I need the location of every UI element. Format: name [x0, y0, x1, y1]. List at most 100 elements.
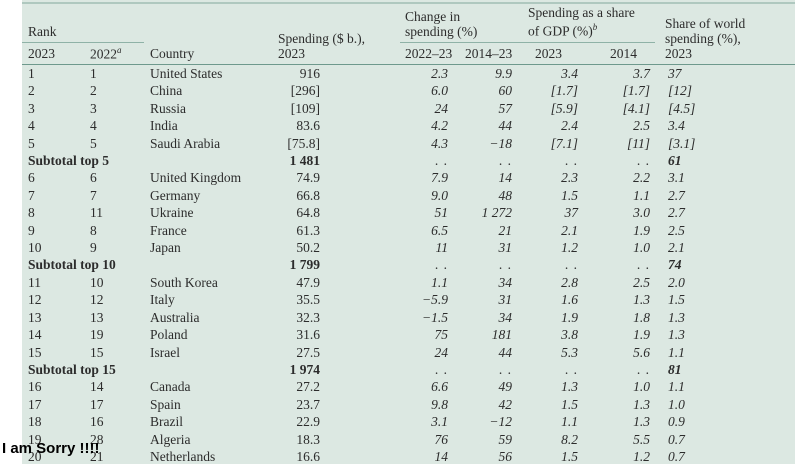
cell-change-2014-23: 181 [491, 327, 513, 343]
cell-rank-2022: 21 [90, 448, 104, 464]
cell-spending: 16.6 [296, 448, 320, 464]
header-rank-2023: 2023 [22, 42, 84, 65]
cell-gdp-2014: 1.1 [633, 187, 651, 203]
cell-change-2014-23: 31 [498, 292, 513, 308]
cell-share-world: 1.1 [668, 379, 685, 395]
cell-gdp-2023: 8.2 [561, 431, 579, 447]
cell-change-2022-23: 24 [434, 344, 449, 360]
cell-spending: 35.5 [296, 292, 320, 308]
cell-rank-2023: 14 [28, 327, 42, 343]
military-spending-table: Rank Country Spending ($ b.), 2023 Chang… [22, 4, 796, 465]
cell-gdp-2023: 1.2 [561, 240, 579, 256]
cell-change-2022-23: . . [434, 361, 448, 377]
cell-rank-2022: 14 [90, 379, 104, 395]
table-row: 13 13 Australia 32.3 −1.5 34 1.9 1.8 1.3 [22, 309, 795, 326]
subtotal-label: Subtotal top 10 [28, 257, 116, 273]
cell-rank-2022: 15 [90, 344, 104, 360]
cell-gdp-2014: [1.7] [622, 83, 651, 99]
table-row: 7 7 Germany 66.8 9.0 48 1.5 1.1 2.7 [22, 187, 795, 204]
cell-change-2022-23: 4.3 [431, 135, 448, 151]
cell-rank-2022: 3 [90, 100, 97, 116]
cell-change-2022-23: 6.6 [431, 379, 448, 395]
cell-change-2014-23: 57 [498, 100, 513, 116]
cell-rank-2022: 12 [90, 292, 104, 308]
cell-gdp-2023: [7.1] [550, 135, 579, 151]
cell-spending: 1 481 [289, 153, 320, 169]
table-row: 18 16 Brazil 22.9 3.1 −12 1.1 1.3 0.9 [22, 413, 795, 430]
cell-gdp-2014: 1.9 [633, 222, 651, 238]
cell-gdp-2023: 2.8 [561, 274, 579, 290]
cell-share-world: 1.0 [668, 396, 685, 412]
cell-change-2014-23: 48 [498, 187, 513, 203]
cell-share-world: 1.3 [668, 327, 685, 343]
cell-gdp-2014: [11] [627, 135, 651, 151]
cell-gdp-2023: 1.5 [561, 448, 579, 464]
cell-share-world: 81 [668, 361, 682, 377]
cell-country: Israel [150, 344, 180, 360]
cell-rank-2022: 8 [90, 222, 97, 238]
table-row: 19 28 Algeria 18.3 76 59 8.2 5.5 0.7 [22, 431, 795, 448]
cell-share-world: 61 [668, 153, 682, 169]
table-row: 8 11 Ukraine 64.8 51 1 272 37 3.0 2.7 [22, 204, 795, 221]
cell-change-2014-23: 21 [498, 222, 513, 238]
table-row: 1 1 United States 916 2.3 9.9 3.4 3.7 37 [22, 65, 795, 83]
cell-change-2022-23: 6.0 [431, 83, 448, 99]
cell-change-2014-23: 1 272 [481, 205, 513, 221]
cell-share-world: [4.5] [668, 100, 696, 116]
cell-country: South Korea [150, 274, 218, 290]
subtotal-row: Subtotal top 5 1 481 . . . . . . . . 61 [22, 152, 795, 169]
cell-gdp-2014: 3.7 [633, 66, 651, 81]
cell-change-2022-23: 11 [435, 240, 449, 256]
cell-change-2014-23: −18 [489, 135, 513, 151]
cell-change-2014-23: 31 [498, 240, 513, 256]
cell-rank-2023: 8 [28, 205, 35, 221]
cell-spending: 74.9 [296, 170, 320, 186]
cell-rank-2022: 10 [90, 274, 104, 290]
cell-share-world: 74 [668, 257, 682, 273]
subtotal-row: Subtotal top 10 1 799 . . . . . . . . 74 [22, 256, 795, 273]
cell-change-2022-23: 4.2 [431, 118, 448, 134]
header-change-2022-23: 2022–23 [400, 42, 460, 65]
cell-gdp-2014: 1.8 [633, 309, 651, 325]
cell-rank-2023: 7 [28, 187, 35, 203]
cell-spending: 18.3 [296, 431, 320, 447]
header-rank-2022: 2022a [84, 42, 144, 65]
cell-rank-2022: 7 [90, 187, 97, 203]
cell-gdp-2014: 1.2 [633, 448, 651, 464]
table-row: 2 2 China [296] 6.0 60 [1.7] [1.7] [12] [22, 82, 795, 99]
cell-spending: 27.2 [296, 379, 320, 395]
cell-change-2022-23: 1.1 [431, 274, 448, 290]
cell-share-world: 2.7 [668, 205, 685, 221]
table-row: 20 21 Netherlands 16.6 14 56 1.5 1.2 0.7 [22, 448, 795, 465]
cell-change-2014-23: 49 [498, 379, 513, 395]
cell-share-world: 3.4 [668, 118, 685, 134]
cell-rank-2023: 15 [28, 344, 42, 360]
cell-change-2014-23: . . [498, 153, 513, 169]
cell-gdp-2023: 1.5 [561, 187, 579, 203]
cell-gdp-2014: 1.0 [633, 379, 651, 395]
cell-rank-2022: 5 [90, 135, 97, 151]
cell-rank-2023: 16 [28, 379, 42, 395]
table-row: 9 8 France 61.3 6.5 21 2.1 1.9 2.5 [22, 222, 795, 239]
header-spending: Spending ($ b.), 2023 [270, 4, 400, 65]
cell-rank-2023: 2 [28, 83, 35, 99]
cell-change-2022-23: 9.0 [431, 187, 448, 203]
cell-change-2014-23: . . [498, 361, 513, 377]
cell-share-world: 37 [668, 66, 682, 81]
cell-change-2014-23: 56 [498, 448, 513, 464]
subtotal-label: Subtotal top 15 [28, 361, 116, 377]
cell-gdp-2023: 1.9 [561, 309, 579, 325]
cell-share-world: 2.7 [668, 187, 685, 203]
cell-change-2022-23: 75 [434, 327, 449, 343]
cell-spending: 22.9 [296, 414, 320, 430]
cell-gdp-2014: 1.3 [633, 396, 651, 412]
cell-rank-2023: 3 [28, 100, 35, 116]
cell-country: Algeria [150, 431, 191, 447]
cell-share-world: 2.5 [668, 222, 685, 238]
cell-spending: 31.6 [296, 327, 320, 343]
cell-change-2014-23: 59 [498, 431, 513, 447]
cell-change-2022-23: −5.9 [422, 292, 448, 308]
cell-gdp-2023: 37 [564, 205, 579, 221]
cell-spending: [75.8] [287, 135, 320, 151]
cell-spending: 23.7 [296, 396, 320, 412]
